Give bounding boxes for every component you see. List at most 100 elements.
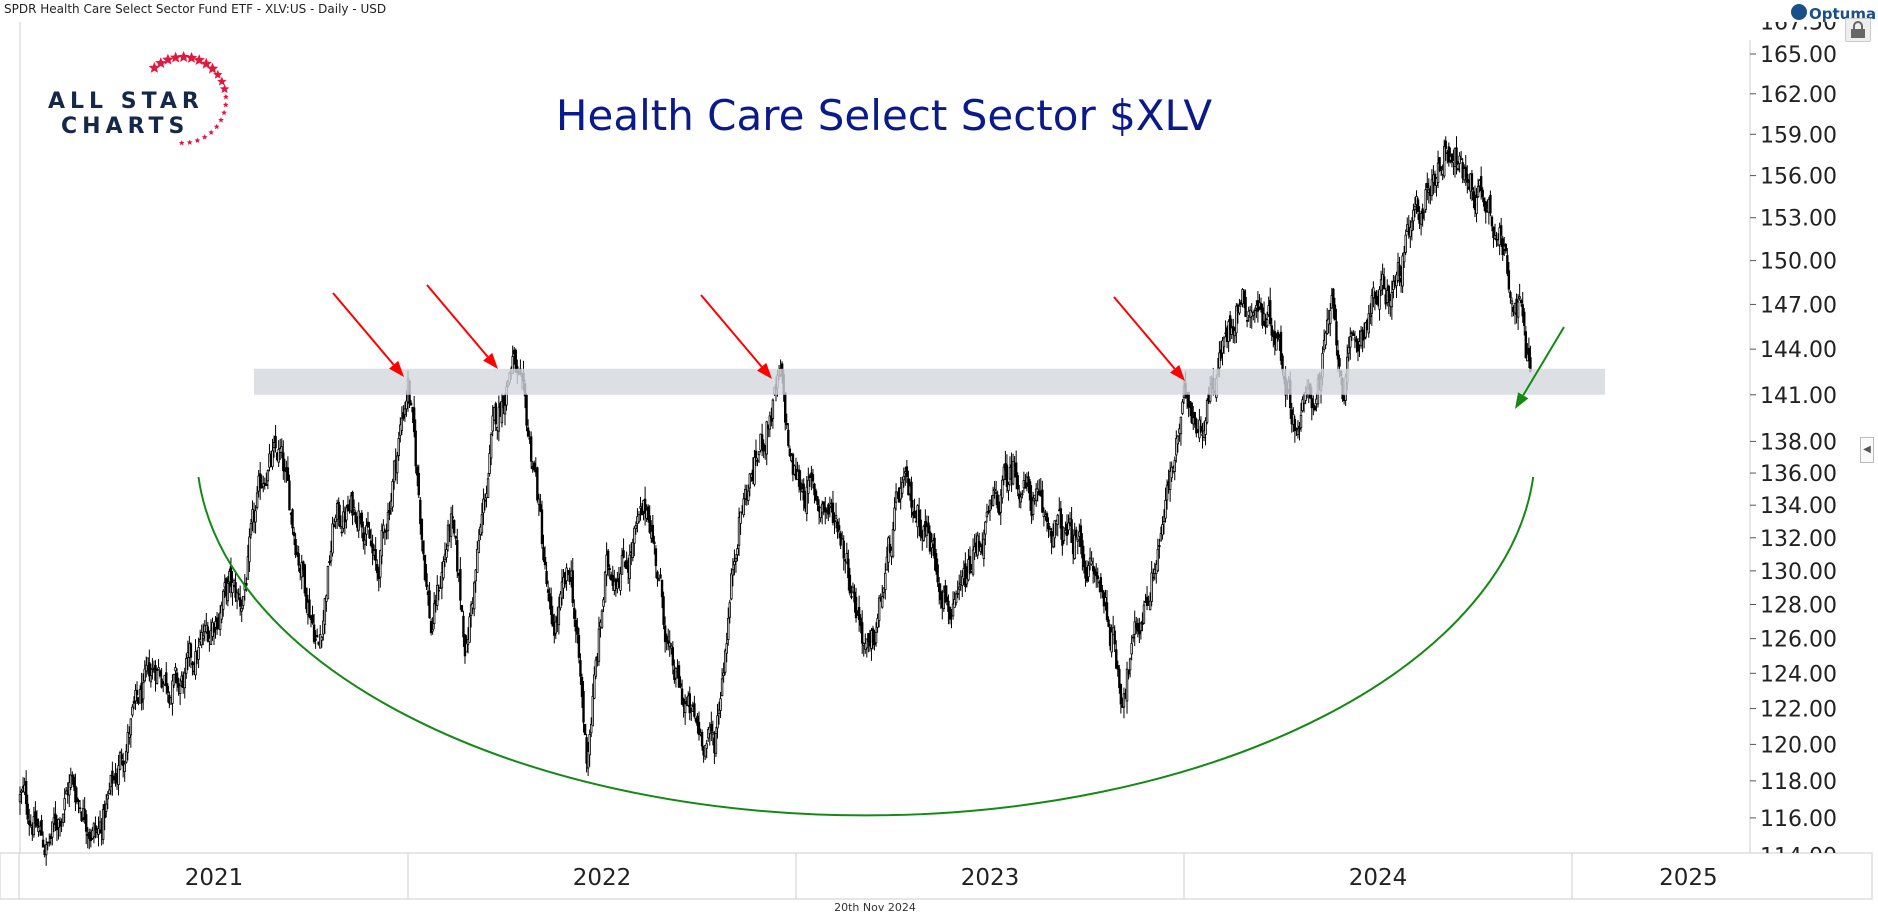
candle	[924, 509, 927, 538]
candle	[1228, 310, 1232, 342]
candle	[1053, 520, 1056, 548]
candle	[1450, 153, 1454, 168]
candle	[258, 461, 262, 500]
candle	[1181, 398, 1184, 416]
candle	[771, 398, 775, 429]
candle	[61, 813, 65, 827]
candle	[1175, 430, 1178, 463]
candle	[328, 555, 331, 566]
x-axis: 202020212022202320242025	[18, 853, 1718, 899]
candle	[1412, 203, 1415, 231]
candle	[1105, 590, 1109, 622]
candle	[850, 585, 853, 600]
annotation-arrows	[332, 284, 1565, 409]
candle	[754, 439, 758, 467]
red-arrow-icon	[426, 284, 498, 369]
y-tick-label: 118.00	[1760, 770, 1837, 795]
candle	[554, 615, 558, 640]
candle	[242, 595, 245, 610]
candle	[1506, 247, 1509, 277]
candle	[748, 472, 752, 497]
candle	[494, 401, 497, 432]
candle	[245, 577, 248, 592]
candle	[1479, 166, 1483, 200]
candle	[619, 566, 622, 596]
candle	[526, 419, 530, 438]
candle	[551, 605, 554, 627]
candle	[274, 424, 277, 453]
candle	[155, 668, 159, 685]
candle	[89, 828, 93, 848]
candle	[680, 679, 684, 705]
candle	[491, 405, 494, 437]
candle	[1325, 308, 1329, 335]
candle	[714, 726, 718, 757]
collapse-panel-button[interactable]: ◀	[1860, 437, 1874, 463]
candle	[468, 612, 471, 643]
candle	[1350, 330, 1354, 341]
candle	[814, 488, 818, 502]
candle	[1293, 415, 1297, 443]
y-tick-label: 124.00	[1760, 662, 1837, 687]
candle	[148, 649, 151, 682]
candle	[1198, 408, 1201, 443]
candle	[1099, 573, 1103, 599]
candle	[791, 452, 795, 482]
candle	[525, 393, 528, 432]
candle	[582, 681, 585, 733]
y-tick-label: 122.00	[1760, 698, 1837, 723]
candle	[937, 576, 941, 605]
candle	[28, 808, 31, 836]
candle	[662, 591, 665, 630]
candle	[44, 837, 48, 866]
candle	[733, 549, 736, 576]
candle	[388, 501, 391, 521]
candle	[827, 502, 830, 522]
candle	[1113, 625, 1116, 653]
candle	[1145, 586, 1149, 611]
star-icon	[217, 76, 227, 86]
candle	[857, 595, 861, 632]
candle	[1336, 340, 1340, 373]
candle	[1170, 461, 1173, 482]
candle	[1047, 517, 1050, 538]
candle	[149, 663, 153, 688]
candle	[613, 569, 616, 596]
candle	[988, 499, 992, 521]
candle	[1404, 229, 1407, 255]
chart-title: Health Care Select Sector $XLV	[556, 91, 1212, 140]
lock-icon[interactable]	[1845, 18, 1871, 42]
x-axis-band[interactable]	[0, 852, 1873, 900]
candle	[723, 648, 727, 676]
candle	[881, 584, 884, 609]
candle	[58, 816, 62, 837]
plot-frame	[0, 22, 1873, 900]
candle	[246, 544, 250, 580]
logo-line1: ALL STAR	[48, 89, 204, 114]
candle	[165, 662, 168, 695]
candle	[1110, 624, 1113, 658]
candle	[320, 636, 323, 648]
candle	[542, 534, 545, 563]
candle	[1232, 318, 1235, 344]
candle	[1430, 169, 1434, 201]
candle	[1219, 340, 1223, 361]
candle	[837, 517, 841, 539]
candle	[1082, 545, 1086, 574]
candle	[1401, 252, 1404, 294]
candle	[449, 506, 453, 549]
candle	[118, 750, 122, 771]
candle	[831, 490, 835, 526]
candle	[802, 478, 805, 511]
candle	[696, 713, 699, 734]
green-arrow-icon	[1515, 326, 1565, 409]
candle	[1019, 491, 1022, 509]
candle	[476, 541, 479, 573]
y-tick-label: 141.00	[1760, 384, 1837, 409]
candle	[234, 570, 237, 603]
candle	[18, 786, 22, 815]
candle	[1492, 226, 1495, 248]
candle	[882, 587, 885, 599]
candle	[488, 444, 491, 477]
